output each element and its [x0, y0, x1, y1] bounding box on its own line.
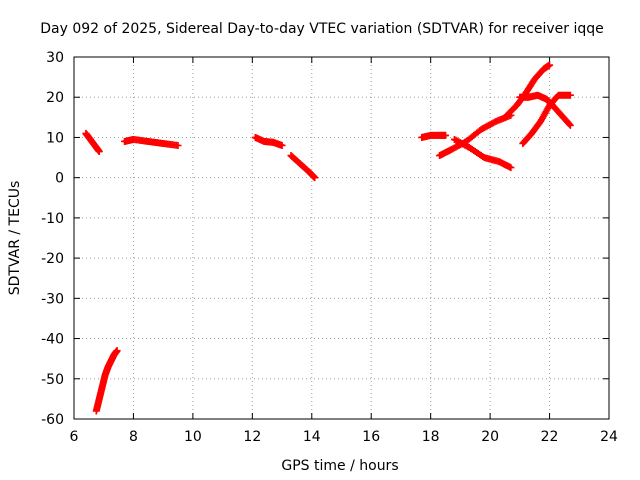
series-track-6 [418, 131, 450, 141]
grid [74, 57, 609, 419]
x-tick-label: 18 [422, 429, 440, 445]
plot-frame [73, 56, 610, 420]
x-tick-label: 24 [600, 429, 618, 445]
data-points [82, 61, 574, 415]
data-point [442, 131, 450, 139]
series-track-8 [450, 135, 515, 172]
tick-marks [73, 56, 610, 420]
x-tick-label: 14 [303, 429, 321, 445]
data-point [278, 141, 286, 149]
y-tick-labels: 30 20 10 0 -10 -20 -30 -40 -50 -60 [41, 50, 64, 428]
y-axis-title: SDTVAR / TECUs [7, 181, 23, 296]
y-tick-label: -20 [41, 251, 64, 267]
y-tick-label: 0 [55, 171, 64, 187]
x-tick-label: 10 [184, 429, 202, 445]
y-tick-label: -60 [41, 412, 64, 428]
data-point [174, 141, 182, 149]
data-point [95, 148, 103, 156]
series-track-11 [519, 91, 574, 147]
x-tick-label: 8 [129, 429, 138, 445]
y-tick-label: -10 [41, 211, 64, 227]
x-tick-label: 6 [70, 429, 79, 445]
x-tick-label: 12 [243, 429, 261, 445]
x-tick-labels: 6 8 10 12 14 16 18 20 22 24 [70, 429, 618, 445]
y-tick-label: 20 [46, 90, 64, 106]
series-track-2 [92, 347, 121, 415]
series-track-4 [251, 133, 286, 149]
x-tick-label: 16 [362, 429, 380, 445]
data-point [507, 164, 515, 172]
series-track-7 [436, 111, 515, 160]
data-point [566, 121, 574, 129]
series-track-3 [121, 135, 182, 149]
data-point [566, 91, 574, 99]
y-tick-label: 30 [46, 50, 64, 66]
data-point [113, 347, 121, 355]
y-tick-label: -50 [41, 372, 64, 388]
x-axis-title: GPS time / hours [281, 458, 398, 474]
y-tick-label: -40 [41, 332, 64, 348]
series-track-5 [287, 152, 319, 182]
x-tick-label: 22 [541, 429, 559, 445]
x-tick-label: 20 [481, 429, 499, 445]
data-point [546, 61, 554, 69]
data-point [565, 120, 573, 128]
chart-title: Day 092 of 2025, Sidereal Day-to-day VTE… [40, 21, 604, 37]
data-point [311, 174, 319, 182]
series-track-1 [82, 129, 103, 156]
y-tick-label: 10 [46, 130, 64, 146]
y-tick-label: -30 [41, 291, 64, 307]
